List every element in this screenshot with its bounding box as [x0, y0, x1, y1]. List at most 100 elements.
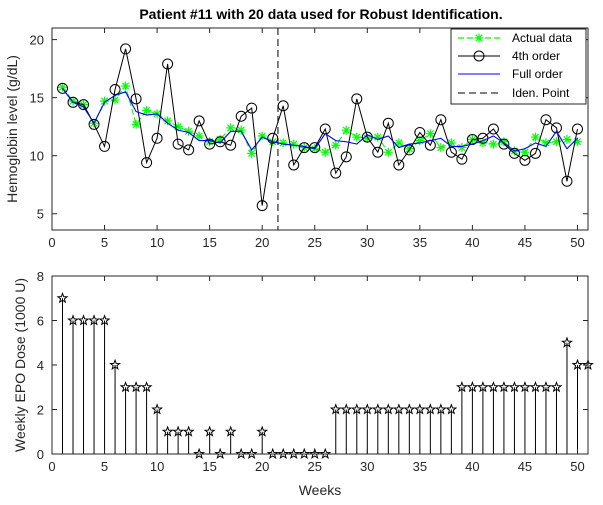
stem-star-marker	[88, 314, 100, 326]
data-point-4th-order	[445, 146, 457, 158]
stem-star-marker	[434, 403, 447, 415]
x-tick-label: 40	[465, 459, 479, 474]
data-point-4th-order	[235, 110, 247, 122]
legend-entry-iden-point: Iden. Point	[458, 86, 570, 100]
legend-circle-marker	[473, 50, 485, 62]
stem-star-marker	[445, 403, 458, 415]
data-point-4th-order	[372, 146, 384, 158]
stem-star-marker	[277, 447, 290, 460]
data-point-actual	[121, 81, 131, 91]
data-point-4th-order	[267, 132, 279, 144]
stem-star-marker	[424, 403, 437, 415]
y-tick-label: 2	[37, 403, 44, 418]
data-point-4th-order	[550, 122, 562, 134]
data-point-actual	[131, 119, 141, 129]
data-point-actual	[289, 139, 299, 149]
hemoglobin-chart: Patient #11 with 20 data used for Robust…	[4, 6, 589, 250]
stem-star-marker	[497, 381, 510, 393]
data-point-4th-order	[204, 138, 216, 150]
x-tick-label: 30	[360, 235, 374, 250]
legend-box	[450, 28, 587, 105]
stem-star-marker	[140, 381, 153, 393]
x-tick-label: 50	[570, 459, 584, 474]
stem-star-marker	[193, 447, 206, 460]
data-point-4th-order	[540, 114, 552, 126]
stem-star-marker	[571, 358, 584, 371]
legend: Actual data 4th order Full order Iden. P…	[450, 28, 587, 105]
stem-star-marker	[382, 403, 395, 415]
data-point-4th-order	[487, 123, 499, 135]
x-axis-label: Weeks	[299, 482, 342, 498]
data-point-actual	[58, 82, 68, 92]
legend-star-marker	[474, 33, 484, 43]
data-point-actual	[341, 125, 351, 135]
data-point-4th-order	[172, 138, 184, 150]
x-tick-label: 5	[101, 235, 108, 250]
data-point-4th-order	[382, 117, 394, 129]
x-tick-label: 0	[48, 235, 55, 250]
data-point-4th-order	[393, 159, 405, 171]
data-point-4th-order	[256, 200, 268, 212]
stem-star-marker	[308, 447, 321, 460]
x-tick-label: 15	[202, 235, 216, 250]
data-point-actual	[352, 132, 362, 142]
data-point-actual	[394, 138, 404, 148]
data-point-4th-order	[99, 140, 111, 152]
stem-star-marker	[361, 403, 374, 415]
stem-star-marker	[67, 314, 79, 326]
data-point-4th-order	[414, 126, 426, 138]
data-point-actual	[436, 143, 446, 153]
stem-star-marker	[224, 425, 237, 437]
stem-star-marker	[508, 381, 521, 393]
data-point-4th-order	[246, 102, 258, 114]
x-tick-label: 45	[518, 235, 532, 250]
y-axis-label: Weekly EPO Dose (1000 U)	[12, 278, 28, 452]
x-tick-label: 35	[413, 235, 427, 250]
stem-star-marker	[287, 447, 300, 460]
y-tick-label: 6	[37, 314, 44, 329]
x-tick-label: 40	[465, 235, 479, 250]
data-point-actual	[226, 123, 236, 133]
data-point-4th-order	[151, 132, 163, 144]
stem-star-marker	[550, 381, 563, 393]
x-tick-label: 20	[255, 459, 269, 474]
stem-star-marker	[329, 403, 342, 415]
data-point-4th-order	[67, 96, 79, 108]
data-point-4th-order	[561, 175, 573, 187]
data-point-actual	[457, 143, 467, 153]
x-tick-label: 15	[202, 459, 216, 474]
stem-star-marker	[519, 381, 531, 393]
data-point-4th-order	[456, 153, 468, 165]
x-tick-label: 50	[570, 235, 584, 250]
data-point-4th-order	[571, 123, 583, 135]
stem-star-marker	[109, 358, 121, 371]
y-tick-label: 8	[37, 269, 44, 284]
x-tick-label: 0	[48, 459, 55, 474]
data-point-actual	[383, 147, 393, 157]
stem-star-marker	[540, 381, 552, 393]
data-point-4th-order	[330, 167, 342, 179]
data-point-4th-order	[435, 114, 447, 126]
stem-star-marker	[151, 403, 164, 415]
stem-star-marker	[119, 381, 132, 393]
legend-label: 4th order	[512, 49, 560, 63]
data-point-actual	[236, 125, 246, 135]
data-point-actual	[530, 132, 540, 142]
data-point-4th-order	[120, 43, 132, 55]
data-point-actual	[425, 129, 435, 139]
stem-star-marker	[172, 425, 185, 437]
stem-star-marker	[403, 403, 416, 415]
data-point-actual	[331, 140, 341, 150]
data-point-actual	[110, 95, 120, 105]
data-point-actual	[194, 131, 204, 141]
data-point-4th-order	[141, 157, 153, 169]
stem-star-marker	[214, 447, 227, 460]
stem-star-marker	[56, 292, 69, 304]
x-tick-label: 20	[255, 235, 269, 250]
x-tick-label: 35	[413, 459, 427, 474]
data-point-4th-order	[403, 144, 415, 156]
legend-label: Actual data	[512, 31, 572, 45]
stem-star-marker	[256, 425, 269, 437]
y-tick-label: 4	[37, 358, 44, 373]
